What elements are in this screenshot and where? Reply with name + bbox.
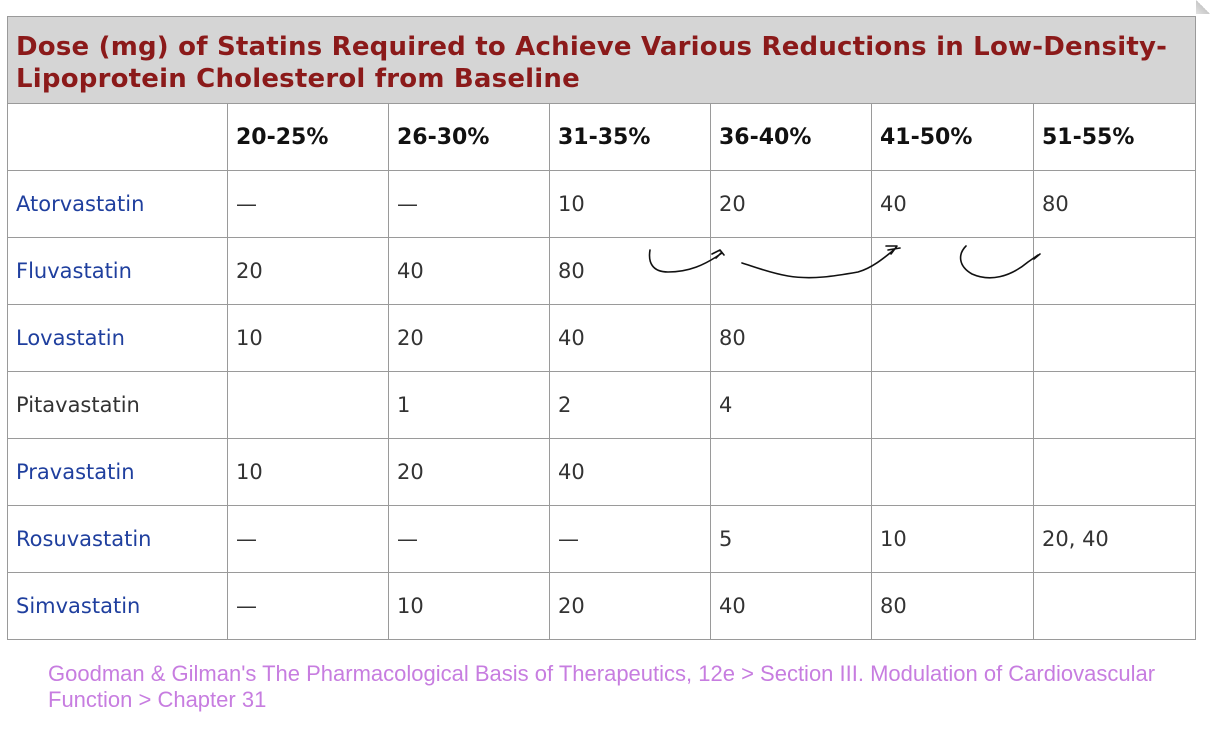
- dose-cell: 10: [227, 304, 389, 372]
- dose-cell: 10: [227, 438, 389, 506]
- table-row: Atorvastatin — — 10 20 40 80: [7, 170, 1196, 238]
- drug-link-simvastatin[interactable]: Simvastatin: [7, 572, 228, 640]
- dose-cell: 10: [388, 572, 550, 640]
- dose-cell: —: [549, 505, 711, 573]
- dose-cell: —: [388, 170, 550, 238]
- dose-cell: 80: [710, 304, 872, 372]
- dose-cell: 80: [1033, 170, 1196, 238]
- table-row: Rosuvastatin — — — 5 10 20, 40: [7, 505, 1196, 573]
- statin-dose-table-container: Dose (mg) of Statins Required to Achieve…: [7, 16, 1196, 640]
- drug-link-lovastatin[interactable]: Lovastatin: [7, 304, 228, 372]
- dose-cell: [871, 237, 1034, 305]
- statin-dose-table: Dose (mg) of Statins Required to Achieve…: [7, 16, 1196, 640]
- source-citation-link[interactable]: Goodman & Gilman's The Pharmacological B…: [48, 661, 1156, 712]
- drug-link-fluvastatin[interactable]: Fluvastatin: [7, 237, 228, 305]
- header-26-30: 26-30%: [388, 103, 550, 171]
- dose-cell: [227, 371, 389, 439]
- drug-link-rosuvastatin[interactable]: Rosuvastatin: [7, 505, 228, 573]
- page-curl-corner: [1196, 0, 1210, 14]
- dose-cell: 2: [549, 371, 711, 439]
- dose-cell: 40: [388, 237, 550, 305]
- dose-cell: [871, 371, 1034, 439]
- dose-cell: [1033, 438, 1196, 506]
- dose-cell: [1033, 237, 1196, 305]
- header-31-35: 31-35%: [549, 103, 711, 171]
- dose-cell: 20: [710, 170, 872, 238]
- table-row: Fluvastatin 20 40 80: [7, 237, 1196, 305]
- dose-cell: 40: [549, 304, 711, 372]
- header-41-50: 41-50%: [871, 103, 1034, 171]
- dose-cell: 80: [871, 572, 1034, 640]
- dose-cell: 20: [388, 438, 550, 506]
- table-title: Dose (mg) of Statins Required to Achieve…: [7, 16, 1196, 103]
- dose-cell: —: [227, 170, 389, 238]
- dose-cell: 4: [710, 371, 872, 439]
- dose-cell: 80: [549, 237, 711, 305]
- drug-label-pitavastatin: Pitavastatin: [7, 371, 228, 439]
- table-row: Pitavastatin 1 2 4: [7, 371, 1196, 439]
- table-row: Simvastatin — 10 20 40 80: [7, 572, 1196, 640]
- dose-cell: —: [388, 505, 550, 573]
- dose-cell: 20: [388, 304, 550, 372]
- drug-link-pravastatin[interactable]: Pravastatin: [7, 438, 228, 506]
- table-row: Pravastatin 10 20 40: [7, 438, 1196, 506]
- drug-link-atorvastatin[interactable]: Atorvastatin: [7, 170, 228, 238]
- dose-cell: 20: [549, 572, 711, 640]
- header-drug-column: [7, 103, 228, 171]
- dose-cell: 10: [871, 505, 1034, 573]
- header-row: 20-25% 26-30% 31-35% 36-40% 41-50% 51-55…: [7, 103, 1196, 171]
- header-51-55: 51-55%: [1033, 103, 1196, 171]
- dose-cell: 40: [549, 438, 711, 506]
- header-20-25: 20-25%: [227, 103, 389, 171]
- dose-cell: —: [227, 505, 389, 573]
- dose-cell: 20: [227, 237, 389, 305]
- dose-cell: 40: [710, 572, 872, 640]
- table-row: Lovastatin 10 20 40 80: [7, 304, 1196, 372]
- dose-cell: 10: [549, 170, 711, 238]
- dose-cell: [871, 304, 1034, 372]
- dose-cell: —: [227, 572, 389, 640]
- dose-cell: 5: [710, 505, 872, 573]
- dose-cell: 1: [388, 371, 550, 439]
- dose-cell: [710, 438, 872, 506]
- dose-cell: 40: [871, 170, 1034, 238]
- dose-cell: [1033, 371, 1196, 439]
- dose-cell: [871, 438, 1034, 506]
- dose-cell: [1033, 304, 1196, 372]
- dose-cell: [710, 237, 872, 305]
- dose-cell: 20, 40: [1033, 505, 1196, 573]
- dose-cell: [1033, 572, 1196, 640]
- header-36-40: 36-40%: [710, 103, 872, 171]
